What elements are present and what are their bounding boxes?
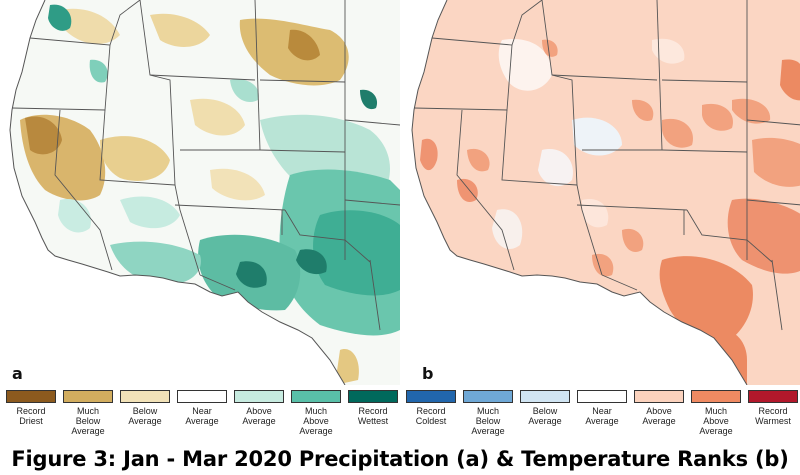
- legend-label: Record Wettest: [357, 406, 389, 426]
- temperature-map-svg: [411, 0, 800, 385]
- legend-temp-below: Below Average: [520, 390, 570, 426]
- legend-label: Near Average: [185, 406, 219, 426]
- legend-precip-record-driest: Record Driest: [6, 390, 56, 426]
- legend-swatch: [406, 390, 456, 403]
- legend-label: Much Below Average: [471, 406, 505, 436]
- legend-temp-record-coldest: Record Coldest: [406, 390, 456, 426]
- legend-swatch: [348, 390, 398, 403]
- legend-label: Record Coldest: [415, 406, 447, 426]
- legend-label: Above Average: [242, 406, 276, 426]
- legend-swatch: [177, 390, 227, 403]
- legend-temp-above: Above Average: [634, 390, 684, 426]
- legend-swatch: [234, 390, 284, 403]
- legend-temp-much-below: Much Below Average: [463, 390, 513, 436]
- legend: Record Driest Much Below Average Below A…: [2, 390, 800, 446]
- legend-label: Below Average: [128, 406, 162, 426]
- legend-label: Much Below Average: [71, 406, 105, 436]
- legend-temp-near: Near Average: [577, 390, 627, 426]
- legend-label: Much Above Average: [699, 406, 733, 436]
- legend-label: Below Average: [528, 406, 562, 426]
- legend-swatch: [577, 390, 627, 403]
- legend-label: Record Warmest: [755, 406, 791, 426]
- legend-precip-below: Below Average: [120, 390, 170, 426]
- legend-swatch: [291, 390, 341, 403]
- precipitation-map: a: [0, 0, 400, 385]
- legend-temp-record-warmest: Record Warmest: [748, 390, 798, 426]
- legend-precip-much-below: Much Below Average: [63, 390, 113, 436]
- legend-precip-record-wettest: Record Wettest: [348, 390, 398, 426]
- legend-precip-much-above: Much Above Average: [291, 390, 341, 436]
- legend-swatch: [691, 390, 741, 403]
- legend-swatch: [520, 390, 570, 403]
- legend-swatch: [6, 390, 56, 403]
- panel-b-label: b: [422, 364, 434, 383]
- figure-caption: Figure 3: Jan - Mar 2020 Precipitation (…: [11, 447, 789, 471]
- precipitation-map-svg: [9, 0, 400, 385]
- legend-swatch: [463, 390, 513, 403]
- legend-label: Near Average: [585, 406, 619, 426]
- legend-label: Record Driest: [16, 406, 46, 426]
- legend-label: Above Average: [642, 406, 676, 426]
- legend-swatch: [120, 390, 170, 403]
- legend-label: Much Above Average: [299, 406, 333, 436]
- legend-swatch: [748, 390, 798, 403]
- temperature-map: b: [402, 0, 800, 385]
- panel-a-label: a: [12, 364, 23, 383]
- legend-temp-much-above: Much Above Average: [691, 390, 741, 436]
- legend-precip-above: Above Average: [234, 390, 284, 426]
- legend-swatch: [63, 390, 113, 403]
- legend-precip-near: Near Average: [177, 390, 227, 426]
- legend-swatch: [634, 390, 684, 403]
